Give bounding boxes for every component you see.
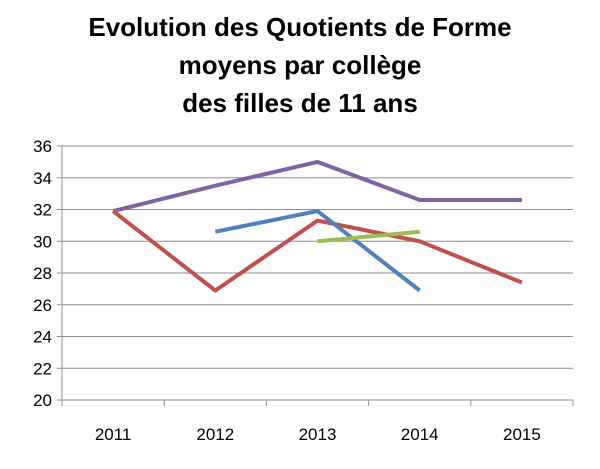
- y-tick-label: 26: [33, 296, 52, 315]
- x-tick-label-2013: 2013: [299, 425, 337, 444]
- chart-title-line-2: moyens par collège: [178, 50, 422, 80]
- x-tick-label-2012: 2012: [196, 425, 234, 444]
- y-tick-label: 32: [33, 201, 52, 220]
- x-tick-label-2011: 2011: [95, 425, 132, 444]
- y-tick-label: 24: [33, 328, 52, 347]
- y-tick-label: 30: [33, 232, 52, 251]
- y-tick-label: 36: [33, 137, 52, 156]
- x-tick-label-2014: 2014: [401, 425, 439, 444]
- y-tick-label: 20: [33, 391, 52, 410]
- y-tick-label: 22: [33, 359, 52, 378]
- x-tick-label-2015: 2015: [503, 425, 541, 444]
- series-line-4: [317, 229, 420, 244]
- chart-title-line-3: des filles de 11 ans: [182, 88, 418, 118]
- y-tick-label: 28: [33, 264, 52, 283]
- series-line-1: [112, 159, 522, 214]
- chart-title: Evolution des Quotients de Forme moyens …: [0, 8, 600, 122]
- chart-title-line-1: Evolution des Quotients de Forme: [88, 12, 512, 42]
- series-line-2: [111, 209, 523, 293]
- series-line-3: [214, 209, 421, 293]
- y-tick-label: 34: [33, 169, 52, 188]
